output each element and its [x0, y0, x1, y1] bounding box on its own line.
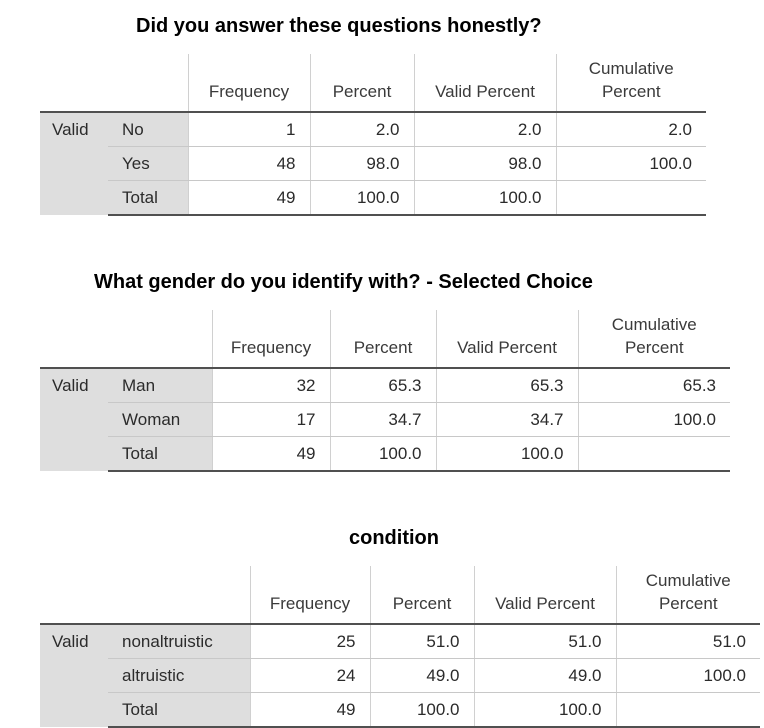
group-label: Valid — [40, 112, 108, 215]
header-frequency: Frequency — [187, 54, 310, 113]
cell-percent: 100.0 — [369, 692, 474, 728]
row-label: Total — [108, 180, 188, 216]
cell-cumulative-percent: 51.0 — [615, 624, 760, 659]
cell-cumulative-percent: 2.0 — [555, 112, 706, 147]
table-title: What gender do you identify with? - Sele… — [94, 271, 593, 293]
cell-cumulative-percent — [577, 436, 730, 472]
cell-valid-percent: 51.0 — [473, 624, 616, 659]
cell-cumulative-percent: 100.0 — [615, 658, 760, 693]
row-label: nonaltruistic — [108, 624, 250, 659]
table-row: Valid No 1 2.0 2.0 2.0 — [40, 112, 706, 215]
row-label: No — [108, 112, 188, 147]
header-cumulative-line2: Percent — [601, 82, 661, 101]
group-label: Valid — [40, 624, 108, 727]
cell-frequency: 1 — [187, 112, 310, 147]
header-cumulative-percent: Cumulative Percent — [555, 54, 706, 113]
table-row: Valid Man 32 65.3 65.3 65.3 — [40, 368, 730, 471]
table-title: condition — [349, 527, 439, 549]
header-percent: Percent — [309, 54, 414, 113]
cell-valid-percent: 100.0 — [413, 180, 556, 216]
header-valid-percent: Valid Percent — [473, 566, 616, 625]
table-row: Woman 17 34.7 34.7 100.0 — [40, 402, 730, 437]
header-valid-percent: Valid Percent — [435, 310, 578, 369]
row-label: Total — [108, 436, 212, 472]
header-cumulative-line2: Percent — [658, 594, 718, 613]
cell-valid-percent: 34.7 — [435, 402, 578, 437]
frequency-grid: Frequency Percent Valid Percent Cumulati… — [40, 54, 706, 216]
cell-valid-percent: 98.0 — [413, 146, 556, 181]
frequency-table-condition: condition Frequency Percent Valid Percen… — [40, 526, 760, 728]
cell-frequency: 49 — [211, 436, 330, 472]
cell-cumulative-percent — [555, 180, 706, 216]
cell-percent: 98.0 — [309, 146, 414, 181]
cell-valid-percent: 49.0 — [473, 658, 616, 693]
header-cumulative-line1: Cumulative — [645, 571, 731, 590]
cell-cumulative-percent: 65.3 — [577, 368, 730, 403]
cell-valid-percent: 65.3 — [435, 368, 578, 403]
header-cumulative-percent: Cumulative Percent — [615, 566, 760, 625]
header-blank — [40, 566, 108, 625]
header-cumulative-line1: Cumulative — [588, 59, 674, 78]
header-blank — [108, 310, 212, 369]
frequency-grid: Frequency Percent Valid Percent Cumulati… — [40, 310, 730, 472]
header-blank — [40, 54, 108, 113]
cell-percent: 65.3 — [329, 368, 436, 403]
table-row: Total 49 100.0 100.0 — [40, 436, 730, 472]
cell-percent: 34.7 — [329, 402, 436, 437]
row-label: Yes — [108, 146, 188, 181]
header-frequency: Frequency — [211, 310, 330, 369]
frequency-table-gender: What gender do you identify with? - Sele… — [40, 270, 730, 475]
frequency-table-honesty: Did you answer these questions honestly?… — [40, 14, 708, 219]
table-row: Valid nonaltruistic 25 51.0 51.0 51.0 — [40, 624, 760, 727]
header-cumulative-line2: Percent — [624, 338, 684, 357]
cell-frequency: 48 — [187, 146, 310, 181]
cell-cumulative-percent: 100.0 — [555, 146, 706, 181]
cell-cumulative-percent: 100.0 — [577, 402, 730, 437]
cell-valid-percent: 100.0 — [435, 436, 578, 472]
table-title: Did you answer these questions honestly? — [136, 15, 542, 37]
cell-percent: 2.0 — [309, 112, 414, 147]
cell-valid-percent: 2.0 — [413, 112, 556, 147]
row-label: Woman — [108, 402, 212, 437]
group-label: Valid — [40, 368, 108, 471]
cell-frequency: 49 — [249, 692, 370, 728]
cell-percent: 100.0 — [309, 180, 414, 216]
cell-valid-percent: 100.0 — [473, 692, 616, 728]
header-percent: Percent — [369, 566, 474, 625]
header-blank — [108, 566, 250, 625]
table-row: Total 49 100.0 100.0 — [40, 180, 706, 216]
table-row: Yes 48 98.0 98.0 100.0 — [40, 146, 706, 181]
table-row: Total 49 100.0 100.0 — [40, 692, 760, 728]
cell-frequency: 32 — [211, 368, 330, 403]
cell-frequency: 17 — [211, 402, 330, 437]
header-blank — [108, 54, 188, 113]
cell-frequency: 24 — [249, 658, 370, 693]
table-row: altruistic 24 49.0 49.0 100.0 — [40, 658, 760, 693]
header-valid-percent: Valid Percent — [413, 54, 556, 113]
header-cumulative-line1: Cumulative — [611, 315, 697, 334]
header-cumulative-percent: Cumulative Percent — [577, 310, 730, 369]
header-blank — [40, 310, 108, 369]
cell-percent: 100.0 — [329, 436, 436, 472]
cell-percent: 51.0 — [369, 624, 474, 659]
row-label: Man — [108, 368, 212, 403]
header-percent: Percent — [329, 310, 436, 369]
cell-frequency: 25 — [249, 624, 370, 659]
frequency-grid: Frequency Percent Valid Percent Cumulati… — [40, 566, 760, 728]
row-label: altruistic — [108, 658, 250, 693]
row-label: Total — [108, 692, 250, 728]
cell-percent: 49.0 — [369, 658, 474, 693]
cell-cumulative-percent — [615, 692, 760, 728]
cell-frequency: 49 — [187, 180, 310, 216]
header-frequency: Frequency — [249, 566, 370, 625]
